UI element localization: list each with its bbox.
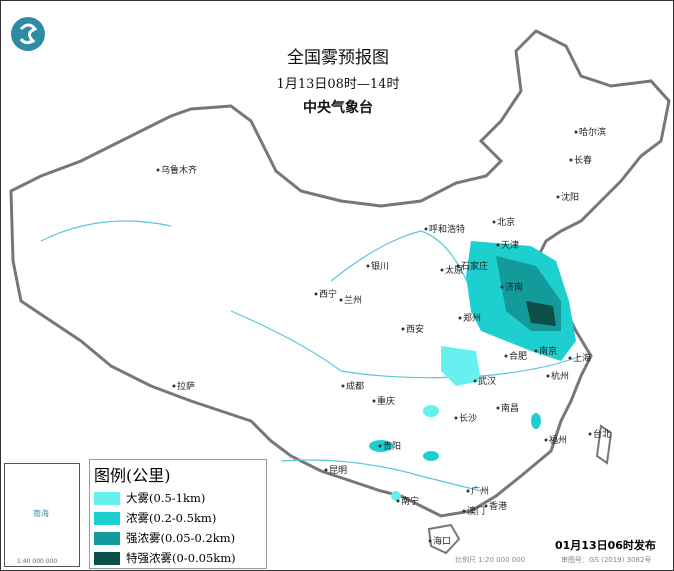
agency-name: 中央气象台 [303, 100, 373, 116]
city-marker [454, 416, 458, 420]
city-marker [496, 243, 500, 247]
legend-item: 强浓雾(0.05-0.2km) [94, 528, 266, 548]
legend-label: 大雾(0.5-1km) [126, 491, 206, 505]
city-label: 济南 [505, 281, 523, 293]
city-marker [458, 316, 462, 320]
city-marker [456, 264, 460, 268]
map-title: 全国雾预报图 [287, 48, 389, 68]
city-label: 杭州 [551, 370, 569, 382]
city-label: 天津 [501, 240, 519, 251]
city-marker [556, 195, 560, 199]
city-label: 南昌 [501, 402, 519, 414]
city-label: 银川 [371, 260, 389, 272]
issue-time: 01月13日06时发布 [555, 539, 656, 552]
city-label: 合肥 [509, 350, 527, 362]
city-label: 上海 [573, 352, 591, 364]
city-marker [339, 298, 343, 302]
city-marker [324, 468, 328, 472]
city-label: 哈尔滨 [579, 126, 606, 138]
legend-label: 强浓雾(0.05-0.2km) [126, 531, 236, 545]
legend-swatch [94, 511, 120, 525]
city-marker [473, 379, 477, 383]
legend-swatch [94, 551, 120, 565]
city-label: 南宁 [401, 495, 419, 507]
south-china-sea-inset: 南海 1:40 000 000 [4, 463, 80, 567]
city-marker [424, 227, 428, 231]
cma-logo-icon [11, 17, 45, 51]
city-label: 长春 [574, 154, 592, 166]
city-marker [156, 168, 160, 172]
city-label: 成都 [346, 380, 364, 392]
city-label: 郑州 [463, 312, 481, 324]
fog-areas [369, 241, 576, 501]
legend-swatch [94, 531, 120, 545]
city-marker [588, 432, 592, 436]
city-label: 澳门 [467, 505, 485, 517]
forecast-time-range: 1月13日08时—14时 [276, 77, 400, 92]
legend-label: 浓雾(0.2-0.5km) [126, 511, 217, 525]
city-marker [341, 384, 345, 388]
city-label: 拉萨 [177, 380, 195, 392]
city-marker [396, 499, 400, 503]
city-marker [546, 374, 550, 378]
city-marker [372, 399, 376, 403]
legend-label: 特强浓雾(0-0.05km) [126, 551, 236, 565]
city-marker [378, 444, 382, 448]
city-label: 台北 [593, 428, 611, 440]
city-label: 长沙 [459, 412, 477, 424]
city-marker [496, 406, 500, 410]
rivers [40, 220, 582, 492]
hainan-island [427, 523, 461, 555]
city-marker [466, 489, 470, 493]
city-marker [428, 539, 432, 543]
city-label: 石家庄 [461, 260, 488, 272]
city-label: 福州 [549, 434, 567, 446]
legend-item: 特强浓雾(0-0.05km) [94, 548, 266, 568]
inset-scale: 1:40 000 000 [17, 558, 58, 565]
city-label: 武汉 [478, 375, 496, 387]
city-label: 广州 [471, 485, 489, 497]
city-marker [366, 264, 370, 268]
city-label: 呼和浩特 [429, 223, 465, 235]
legend-title: 图例(公里) [94, 466, 171, 485]
city-marker [568, 356, 572, 360]
city-label: 贵阳 [383, 440, 401, 452]
legend-item: 浓雾(0.2-0.5km) [94, 508, 266, 528]
city-marker [504, 354, 508, 358]
city-marker [401, 327, 405, 331]
city-label: 昆明 [329, 465, 347, 476]
city-label: 北京 [497, 216, 515, 228]
city-marker [314, 292, 318, 296]
city-marker [500, 285, 504, 289]
city-label: 兰州 [344, 294, 362, 306]
city-label: 太原 [445, 264, 463, 276]
city-marker [440, 268, 444, 272]
city-marker [569, 158, 573, 162]
city-label: 西安 [406, 323, 424, 335]
city-label: 沈阳 [561, 191, 579, 203]
city-marker [484, 504, 488, 508]
city-label: 海口 [433, 535, 451, 547]
city-marker [492, 220, 496, 224]
inset-label: 南海 [33, 509, 49, 518]
legend-swatch [94, 491, 120, 505]
city-marker [172, 384, 176, 388]
legend-item: 大雾(0.5-1km) [94, 488, 266, 508]
city-marker [534, 349, 538, 353]
legend: 图例(公里) 大雾(0.5-1km) 浓雾(0.2-0.5km) 强浓雾(0.0… [89, 459, 267, 569]
city-marker [574, 130, 578, 134]
review-number: 审图号：GS (2019) 3082号 [561, 556, 652, 564]
map-scale: 比例尺 1:20 000 000 [455, 556, 526, 564]
city-label: 乌鲁木齐 [161, 164, 197, 176]
city-label: 南京 [539, 345, 557, 357]
city-label: 西宁 [319, 288, 337, 300]
taiwan-island [595, 424, 613, 465]
city-label: 重庆 [377, 395, 395, 407]
city-marker [462, 509, 466, 513]
city-marker [544, 438, 548, 442]
city-label: 香港 [489, 500, 507, 512]
